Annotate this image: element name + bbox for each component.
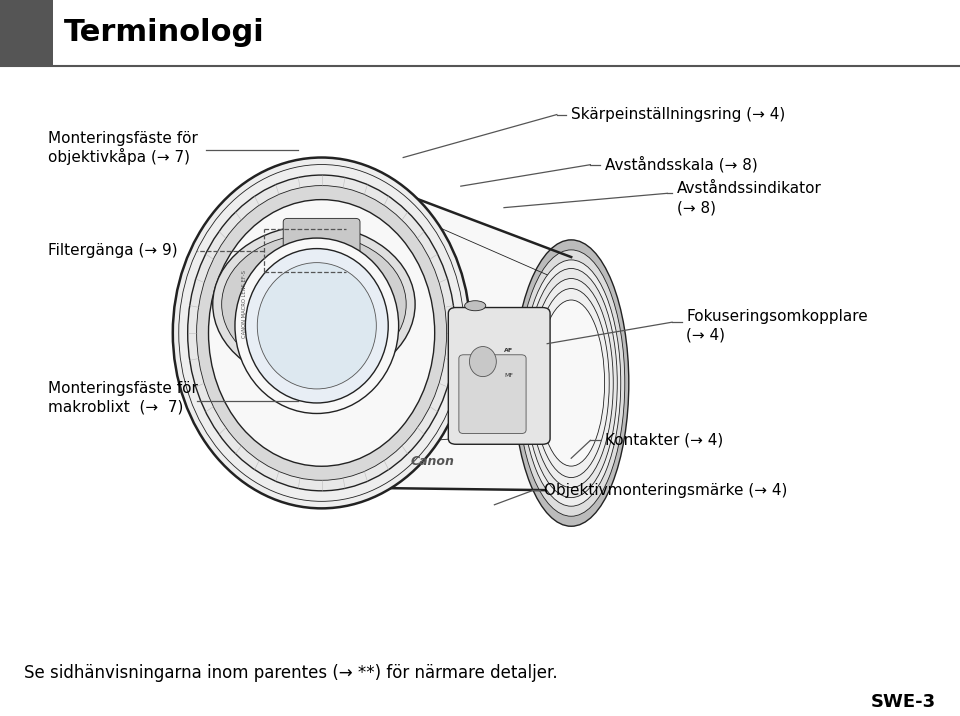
Text: (→ 8): (→ 8) — [677, 200, 716, 215]
Text: Monteringsfäste för: Monteringsfäste för — [48, 131, 198, 145]
Text: (→ 4): (→ 4) — [686, 328, 726, 342]
Ellipse shape — [213, 226, 415, 383]
Text: 0.3: 0.3 — [307, 239, 317, 243]
Bar — [0, 0, 53, 66]
Ellipse shape — [222, 234, 406, 374]
Text: Skärpeinställningsring (→ 4): Skärpeinställningsring (→ 4) — [571, 107, 785, 122]
Ellipse shape — [469, 347, 496, 377]
Ellipse shape — [538, 300, 605, 466]
Text: Terminologi: Terminologi — [64, 19, 265, 47]
Ellipse shape — [465, 301, 486, 311]
Ellipse shape — [514, 240, 629, 526]
Ellipse shape — [197, 185, 446, 480]
Text: CANON MACRO LENS EF-S: CANON MACRO LENS EF-S — [242, 271, 247, 338]
Polygon shape — [322, 163, 571, 490]
Text: Avståndsskala (→ 8): Avståndsskala (→ 8) — [605, 156, 757, 173]
Text: 1: 1 — [344, 251, 348, 255]
Text: Fokuseringsomkopplare: Fokuseringsomkopplare — [686, 309, 868, 324]
Text: Filtergänga (→ 9): Filtergänga (→ 9) — [48, 243, 178, 258]
Text: SWE-3: SWE-3 — [871, 692, 936, 711]
Text: Objektivmonteringsmärke (→ 4): Objektivmonteringsmärke (→ 4) — [544, 483, 788, 498]
Text: Canon: Canon — [410, 455, 454, 468]
Ellipse shape — [246, 248, 388, 403]
Ellipse shape — [533, 289, 610, 478]
Ellipse shape — [517, 250, 625, 516]
FancyBboxPatch shape — [459, 355, 526, 433]
Text: 0.5: 0.5 — [326, 246, 336, 250]
Ellipse shape — [173, 158, 470, 508]
Text: makroblixt  (→  7): makroblixt (→ 7) — [48, 400, 183, 414]
Ellipse shape — [521, 260, 621, 506]
Ellipse shape — [179, 165, 465, 501]
Text: Monteringsfäste för: Monteringsfäste för — [48, 382, 198, 396]
Text: Kontakter (→ 4): Kontakter (→ 4) — [605, 433, 723, 448]
FancyBboxPatch shape — [448, 308, 550, 444]
Ellipse shape — [235, 238, 398, 413]
Text: AF: AF — [504, 349, 514, 353]
Text: Se sidhänvisningarna inom parentes (→ **) för närmare detaljer.: Se sidhänvisningarna inom parentes (→ **… — [24, 664, 558, 682]
Ellipse shape — [188, 175, 456, 491]
Text: objektivkåpa (→ 7): objektivkåpa (→ 7) — [48, 147, 190, 165]
Ellipse shape — [529, 279, 613, 488]
Text: MF: MF — [504, 374, 514, 378]
Ellipse shape — [257, 263, 376, 389]
Text: Avståndssindikator: Avståndssindikator — [677, 181, 822, 195]
FancyBboxPatch shape — [283, 218, 360, 261]
Ellipse shape — [525, 268, 617, 498]
Ellipse shape — [208, 200, 435, 466]
